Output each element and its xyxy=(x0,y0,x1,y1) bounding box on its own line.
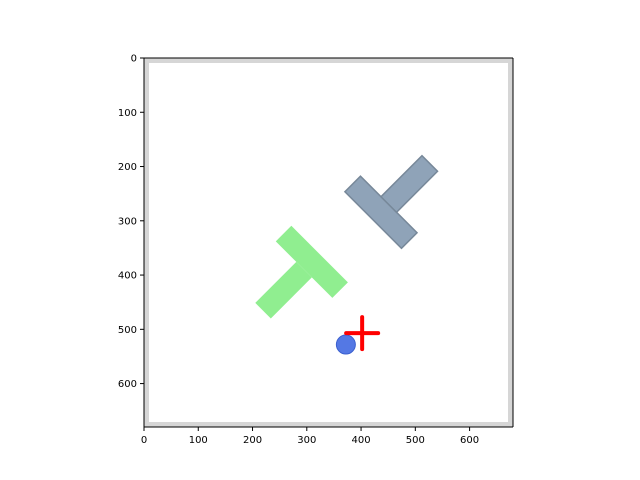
x-tick-label: 100 xyxy=(189,435,208,446)
x-tick-label: 200 xyxy=(243,435,262,446)
y-tick-label: 500 xyxy=(118,325,137,336)
block-tee-stem xyxy=(379,154,439,214)
y-tick-label: 600 xyxy=(118,379,137,390)
x-axis-ticks: 0 100 200 300 400 500 600 xyxy=(141,427,479,446)
plot-area[interactable] xyxy=(144,58,513,427)
y-axis-ticks: 0 100 200 300 400 500 600 xyxy=(118,54,144,390)
x-tick-label: 500 xyxy=(406,435,425,446)
block-tee-shape[interactable] xyxy=(343,135,458,250)
axes-spines xyxy=(143,57,514,428)
y-tick-label: 200 xyxy=(118,162,137,173)
goal-tee-stem xyxy=(255,261,312,319)
y-tick-label: 400 xyxy=(118,271,137,282)
x-tick-label: 400 xyxy=(352,435,371,446)
x-tick-label: 600 xyxy=(460,435,479,446)
goal-tee-bar xyxy=(275,225,348,298)
x-tick-label: 300 xyxy=(297,435,316,446)
y-tick-label: 300 xyxy=(118,216,137,227)
goal-tee-shape xyxy=(255,225,348,319)
y-tick-label: 0 xyxy=(131,54,137,65)
arena-border xyxy=(144,58,513,427)
x-tick-label: 0 xyxy=(141,435,147,446)
target-crosshair-icon xyxy=(344,315,381,352)
agent-circle-icon[interactable] xyxy=(335,334,356,355)
y-tick-label: 100 xyxy=(118,108,137,119)
